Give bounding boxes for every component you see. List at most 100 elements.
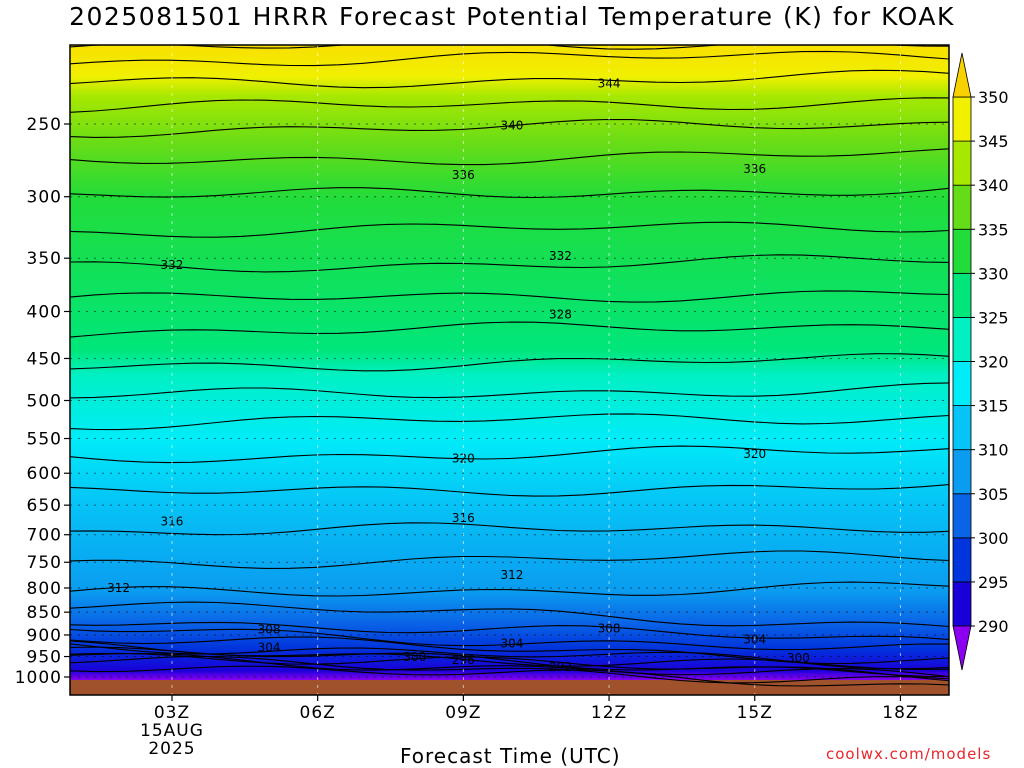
contour-line (70, 550, 949, 569)
x-tick-label: 18Z (882, 703, 918, 723)
y-tick-label: 450 (27, 349, 62, 369)
contour-label: 292 (549, 660, 572, 674)
x-tick-label: 15Z (737, 703, 773, 723)
y-tick-label: 650 (27, 496, 62, 516)
contour-line (70, 445, 949, 464)
y-tick-label: 700 (27, 526, 62, 546)
y-tick-label: 550 (27, 430, 62, 450)
colorbar-label: 350 (978, 88, 1009, 107)
colorbar-label: 340 (978, 176, 1009, 195)
contour-line (70, 28, 949, 41)
colorbar-segment (952, 96, 972, 142)
contour-line (70, 19, 949, 37)
contour-line (70, 484, 949, 497)
contour-line (70, 221, 949, 238)
y-tick-label: 950 (27, 648, 62, 668)
y-tick-label: 900 (27, 626, 62, 646)
colorbar-segment (952, 493, 972, 539)
colorbar-label: 305 (978, 485, 1009, 504)
plot-frame (69, 44, 950, 696)
contour-line (70, 522, 949, 536)
colorbar-segment (952, 405, 972, 451)
contour-label: 308 (258, 623, 281, 637)
colorbar-label: 295 (978, 573, 1009, 592)
colorbar-bottom-arrow (952, 625, 972, 671)
x-tick-label: 03Z (154, 703, 190, 723)
contour-line (70, 45, 949, 50)
y-tick-label: 350 (27, 249, 62, 269)
contour-line (70, 353, 949, 372)
contour-line (70, 187, 949, 199)
colorbar-segment (952, 228, 972, 274)
y-tick-label: 400 (27, 302, 62, 322)
colorbar-segment (952, 537, 972, 583)
y-tick-label: 750 (27, 553, 62, 573)
contour-line (70, 69, 949, 89)
contour-line (70, 290, 949, 303)
ground-fill (70, 680, 949, 695)
y-tick-label: 800 (27, 579, 62, 599)
colorbar-segment (952, 581, 972, 627)
x-tick-label: 09Z (445, 703, 481, 723)
y-tick-label: 600 (27, 464, 62, 484)
contour-label: 300 (787, 651, 810, 665)
colorbar-label: 325 (978, 308, 1009, 327)
contour-label: 340 (500, 119, 523, 133)
colorbar-segment (952, 184, 972, 230)
colorbar-label: 300 (978, 529, 1009, 548)
credit-link[interactable]: coolwx.com/models (826, 745, 992, 763)
colorbar: 290 295 300 305 310 315 320 325 330 335 340 345 350 (952, 52, 1009, 671)
contour-line (70, 655, 949, 684)
x-tick-sublabel: 15AUG (140, 721, 204, 741)
colorbar-top-arrow (952, 52, 972, 98)
colorbar-segment (952, 272, 972, 318)
colorbar-label: 345 (978, 132, 1009, 151)
colorbar-segment (952, 449, 972, 495)
colorbar-segment (952, 317, 972, 362)
contour-line (70, 636, 949, 665)
chart-title: 2025081501 HRRR Forecast Potential Tempe… (69, 2, 955, 31)
contour-label: 304 (500, 637, 523, 651)
contour-line (70, 652, 949, 682)
contour-label: 316 (161, 514, 184, 528)
contour-label: 296 (452, 653, 475, 667)
colorbar-label: 310 (978, 441, 1009, 460)
contour-label: 332 (161, 258, 184, 272)
contour-label: 312 (500, 568, 523, 582)
contour-label: 320 (452, 451, 475, 465)
x-tick-label: 06Z (300, 703, 336, 723)
contour-label: 304 (258, 641, 281, 655)
contour-label: 328 (549, 307, 572, 321)
contour-line (70, 97, 949, 113)
contour-label: 344 (598, 77, 621, 91)
colorbar-label: 335 (978, 220, 1009, 239)
contour-line (70, 665, 949, 687)
contour-line (70, 601, 949, 628)
y-tick-label: 1000 (15, 668, 62, 688)
contour-label: 308 (598, 621, 621, 635)
y-tick-label: 250 (27, 115, 62, 135)
contour-line (70, 382, 949, 399)
contour-line (70, 628, 949, 651)
contour-line (70, 254, 949, 273)
y-tick-label: 500 (27, 392, 62, 412)
contour-line (70, 652, 949, 678)
colorbar-label: 315 (978, 397, 1009, 416)
x-axis-label: Forecast Time (UTC) (400, 744, 621, 768)
colorbar-label: 290 (978, 617, 1009, 636)
colorbar-label: 330 (978, 264, 1009, 283)
contour-line (70, 321, 949, 338)
colorbar-label: 320 (978, 353, 1009, 372)
y-tick-label: 300 (27, 188, 62, 208)
contour-line (70, 621, 949, 641)
colorbar-segment (952, 361, 972, 406)
contour-label: 332 (549, 249, 572, 263)
y-tick-label: 850 (27, 603, 62, 623)
contour-line (70, 50, 949, 67)
contour-label: 336 (743, 162, 766, 176)
x-tick-sublabel: 2025 (148, 739, 195, 759)
contour-lines (70, 19, 949, 687)
x-tick-label: 12Z (591, 703, 627, 723)
contour-line (70, 118, 949, 138)
